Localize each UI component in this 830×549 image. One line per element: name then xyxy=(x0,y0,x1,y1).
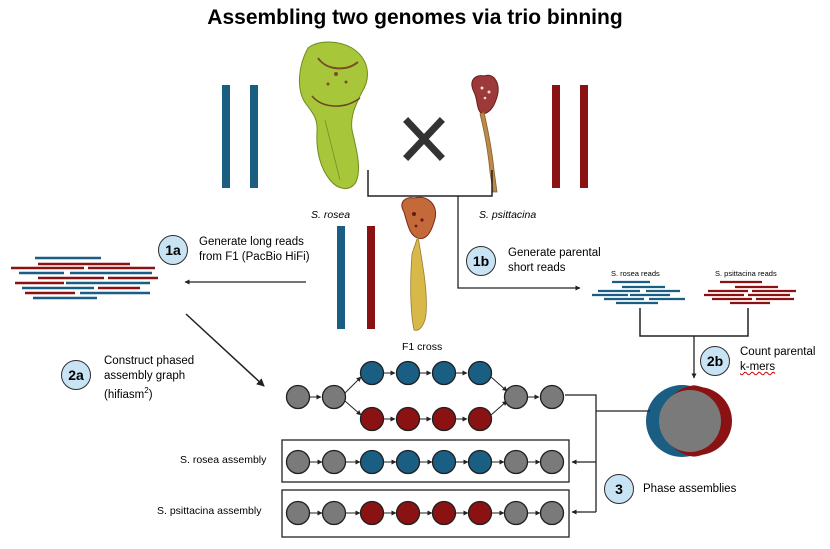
assembly-node-shared xyxy=(539,449,565,475)
long-reads-stack xyxy=(11,256,158,300)
assembly-node-psittacina xyxy=(359,500,385,526)
rosea-assembly-path xyxy=(285,449,565,475)
rosea-assembly-box xyxy=(281,439,570,483)
psittacina-plant-icon xyxy=(471,74,499,193)
rosea-chromosome-2 xyxy=(250,85,258,188)
psittacina-assembly-label: S. psittacina assembly xyxy=(157,505,262,517)
graph-node-shared xyxy=(503,384,529,410)
f1-cross-label: F1 cross xyxy=(402,341,443,353)
graph-edge xyxy=(344,400,362,416)
step-1b-text-line1: Generate parental xyxy=(508,247,601,259)
psittacina-assembly-path xyxy=(285,500,565,526)
step-2a-badge: 2a xyxy=(61,360,91,390)
assembly-node-psittacina xyxy=(431,500,457,526)
step-2b-text-line1: Count parental xyxy=(740,346,816,358)
graph-node-psittacina xyxy=(431,406,457,432)
parent-cross-bracket xyxy=(367,170,493,197)
phased-assembly-graph xyxy=(285,360,565,432)
assembly-node-rosea xyxy=(395,449,421,475)
assembly-node-shared xyxy=(285,449,311,475)
to-parental-reads-arrow xyxy=(457,196,581,291)
rosea-chromosome-1 xyxy=(222,85,230,188)
assembly-node-rosea xyxy=(467,449,493,475)
step-1a-text-line1: Generate long reads xyxy=(199,236,304,248)
graph-edge xyxy=(344,376,362,394)
step-1a-text-line2: from F1 (PacBio HiFi) xyxy=(199,251,310,263)
rosea-short-reads xyxy=(592,280,685,305)
assembly-node-rosea xyxy=(359,449,385,475)
rosea-plant-icon xyxy=(299,41,368,189)
rosea-reads-label: S. rosea reads xyxy=(611,269,660,278)
graph-node-shared xyxy=(539,384,565,410)
graph-node-rosea xyxy=(431,360,457,386)
psittacina-assembly-box xyxy=(281,489,570,538)
graph-node-shared xyxy=(321,384,347,410)
assembly-node-shared xyxy=(321,449,347,475)
graph-node-rosea xyxy=(359,360,385,386)
to-graph-arrow xyxy=(185,313,265,387)
graph-node-psittacina xyxy=(467,406,493,432)
psittacina-reads-label: S. psittacina reads xyxy=(715,269,777,278)
rosea-assembly-label: S. rosea assembly xyxy=(180,454,267,466)
assembly-node-psittacina xyxy=(467,500,493,526)
cross-x-mark xyxy=(403,117,445,161)
reads-join-bracket xyxy=(639,308,749,337)
assembly-node-rosea xyxy=(431,449,457,475)
rosea-species-label: S. rosea xyxy=(311,209,351,221)
step-1b-badge: 1b xyxy=(466,246,496,276)
graph-node-shared xyxy=(285,384,311,410)
step-2a-text-line3: (hifiasm2) xyxy=(104,386,153,401)
psittacina-chromosome-2 xyxy=(580,85,588,188)
kmer-venn-icon xyxy=(646,385,732,457)
step-2a-text-line2: assembly graph xyxy=(104,370,186,382)
step-3-text: Phase assemblies xyxy=(643,483,737,495)
f1-chromosome-psittacina xyxy=(367,226,375,329)
phase-connector xyxy=(565,394,597,512)
step-1a-badge: 1a xyxy=(158,235,188,265)
graph-node-psittacina xyxy=(359,406,385,432)
f1-plant-icon xyxy=(401,196,436,331)
page-title: Assembling two genomes via trio binning xyxy=(207,6,623,29)
graph-edge xyxy=(490,376,508,392)
f1-chromosome-rosea xyxy=(337,226,345,329)
assembly-node-shared xyxy=(321,500,347,526)
assembly-node-psittacina xyxy=(395,500,421,526)
step-1b-text-line2: short reads xyxy=(508,262,566,274)
graph-node-psittacina xyxy=(395,406,421,432)
graph-node-rosea xyxy=(467,360,493,386)
assembly-node-shared xyxy=(503,449,529,475)
assembly-node-shared xyxy=(503,500,529,526)
graph-edge xyxy=(490,400,508,416)
step-2b-text-line2: k-mers xyxy=(740,361,776,373)
assembly-node-shared xyxy=(285,500,311,526)
step-2b-badge: 2b xyxy=(700,346,730,376)
psittacina-short-reads xyxy=(704,280,796,305)
step-2a-text-line1: Construct phased xyxy=(104,355,195,367)
psittacina-chromosome-1 xyxy=(552,85,560,188)
graph-node-rosea xyxy=(395,360,421,386)
assembly-node-shared xyxy=(539,500,565,526)
psittacina-species-label: S. psittacina xyxy=(479,209,537,221)
step-3-badge: 3 xyxy=(604,474,634,504)
